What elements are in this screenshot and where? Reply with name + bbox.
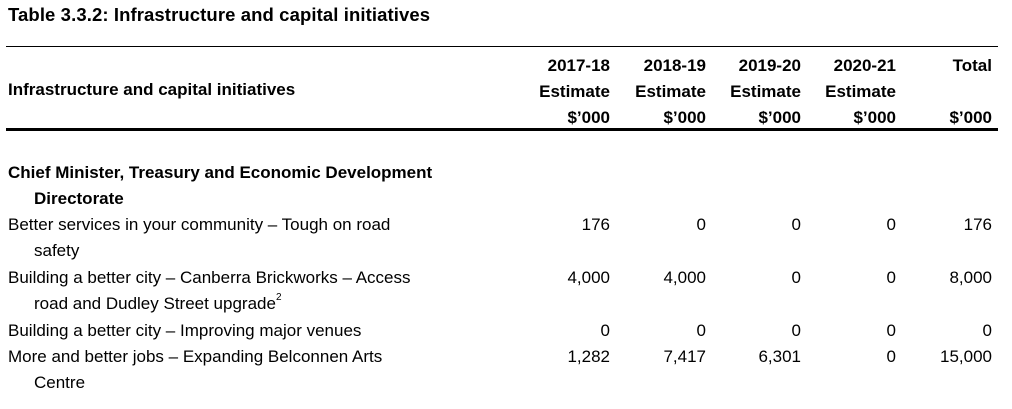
cell-2018-19: 0: [696, 215, 706, 234]
row-line-1: Building a better city – Improving major…: [8, 321, 362, 340]
column-header-2019-20: 2019-20 Estimate $’000: [730, 53, 801, 131]
cell-total: 176: [963, 215, 992, 234]
cell-2018-19: 4,000: [663, 268, 706, 287]
row-line-2: safety: [34, 241, 80, 260]
column-sub: Estimate: [825, 82, 896, 101]
row-line-1: More and better jobs – Expanding Belconn…: [8, 347, 383, 366]
column-sub: Estimate: [635, 82, 706, 101]
cell-total: 8,000: [949, 268, 992, 287]
cell-2018-19: 7,417: [663, 347, 706, 366]
column-year: 2018-19: [643, 56, 706, 75]
cell-2017-18: 4,000: [567, 268, 610, 287]
column-year: 2019-20: [738, 56, 801, 75]
column-header-total: Total $’000: [949, 53, 992, 131]
cell-2020-21: 0: [886, 268, 896, 287]
row-line-2: Centre: [34, 373, 86, 392]
cell-2019-20: 6,301: [758, 347, 801, 366]
column-sub: Estimate: [730, 82, 801, 101]
cell-2017-18: 176: [581, 215, 610, 234]
row-line-2: road and Dudley Street upgrade2: [8, 291, 508, 317]
cell-2019-20: 0: [791, 215, 801, 234]
row-line-2-text: road and Dudley Street upgrade: [34, 294, 276, 313]
column-year: 2020-21: [833, 56, 896, 75]
column-header-2017-18: 2017-18 Estimate $’000: [539, 53, 610, 131]
row-line-1: Better services in your community – Toug…: [8, 215, 391, 234]
row-description: Building a better city – Canberra Brickw…: [8, 265, 508, 317]
cell-2020-21: 0: [886, 215, 896, 234]
row-description: More and better jobs – Expanding Belconn…: [8, 344, 508, 396]
cell-total: 15,000: [940, 347, 992, 366]
column-sub: [949, 79, 992, 105]
column-header-2018-19: 2018-19 Estimate $’000: [635, 53, 706, 131]
row-description: Better services in your community – Toug…: [8, 212, 508, 264]
top-rule: [6, 46, 998, 47]
cell-2020-21: 0: [886, 321, 896, 340]
column-sub: Estimate: [539, 82, 610, 101]
footnote-marker: 2: [275, 292, 282, 303]
column-year: Total: [952, 56, 992, 75]
cell-2018-19: 0: [696, 321, 706, 340]
cell-2019-20: 0: [791, 268, 801, 287]
cell-total: 0: [982, 321, 992, 340]
cell-2017-18: 1,282: [567, 347, 610, 366]
cell-2019-20: 0: [791, 321, 801, 340]
header-rule: [6, 128, 998, 131]
column-unit: $’000: [853, 108, 896, 127]
cell-2020-21: 0: [886, 347, 896, 366]
column-unit: $’000: [567, 108, 610, 127]
section-line-2: Directorate: [34, 189, 124, 208]
column-unit: $’000: [663, 108, 706, 127]
column-header-2020-21: 2020-21 Estimate $’000: [825, 53, 896, 131]
section-heading: Chief Minister, Treasury and Economic De…: [8, 160, 432, 212]
column-unit: $’000: [949, 108, 992, 127]
row-line-1: Building a better city – Canberra Brickw…: [8, 268, 411, 287]
cell-2017-18: 0: [600, 321, 610, 340]
column-header-initiatives: Infrastructure and capital initiatives: [8, 80, 296, 99]
table-title: Table 3.3.2: Infrastructure and capital …: [8, 4, 431, 25]
column-unit: $’000: [758, 108, 801, 127]
column-year: 2017-18: [547, 56, 610, 75]
section-line-1: Chief Minister, Treasury and Economic De…: [8, 163, 433, 182]
row-description: Building a better city – Improving major…: [8, 318, 508, 344]
